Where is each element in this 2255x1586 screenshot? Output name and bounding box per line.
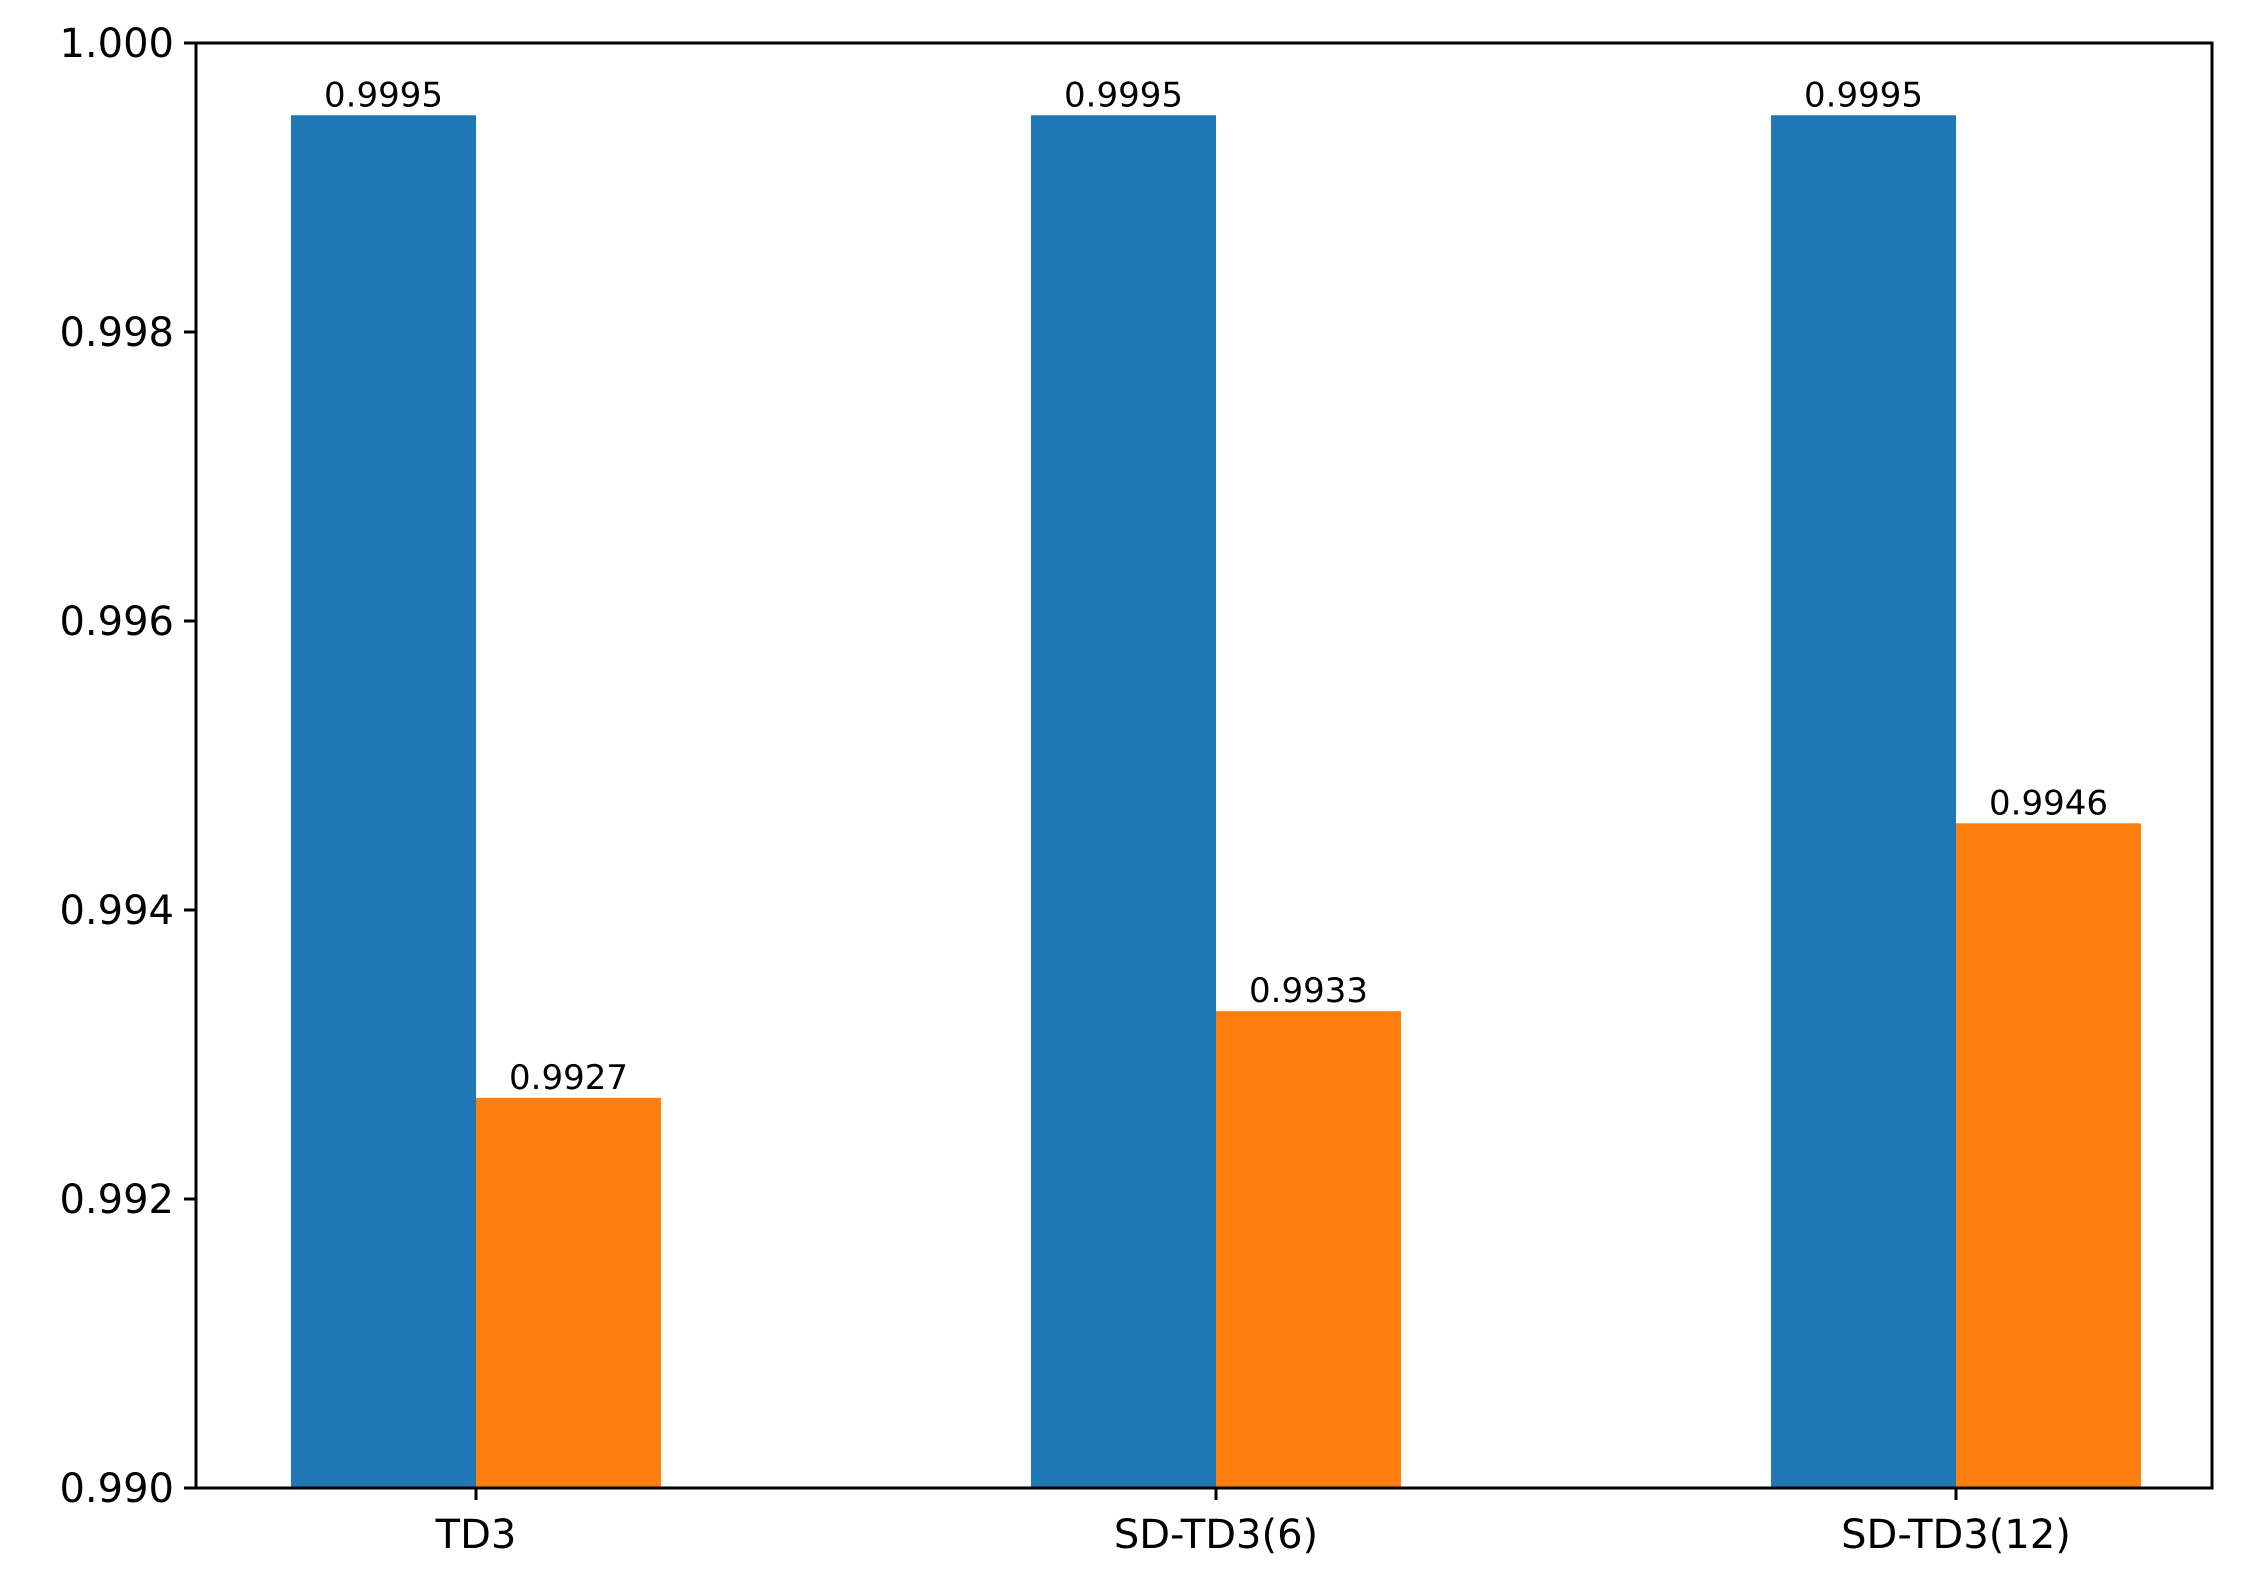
- bar-sd-td3-6--series-1: [1031, 115, 1216, 1488]
- y-tick-label: 0.990: [59, 1466, 174, 1512]
- x-tick-label: SD-TD3(12): [1841, 1512, 2071, 1558]
- bars-layer: [291, 115, 2141, 1488]
- data-label-sd-td3-6--series-1: 0.9995: [1064, 75, 1183, 115]
- y-tick-label: 0.998: [59, 310, 174, 356]
- x-tick-label: TD3: [435, 1512, 517, 1558]
- data-label-sd-td3-12--series-1: 0.9995: [1804, 75, 1923, 115]
- data-label-td3-series-2: 0.9927: [509, 1058, 628, 1098]
- data-labels-layer: 0.9995 0.9927 0.9995 0.9933 0.9995 0.9946: [324, 75, 2108, 1098]
- x-axis: TD3 SD-TD3(6) SD-TD3(12): [435, 1488, 2071, 1558]
- bar-sd-td3-12--series-1: [1771, 115, 1956, 1488]
- bar-td3-series-2: [476, 1097, 661, 1488]
- y-tick-label: 0.994: [59, 888, 174, 934]
- y-tick-label: 1.000: [59, 21, 174, 67]
- y-axis: 0.990 0.992 0.994 0.996 0.998 1.000: [59, 21, 196, 1512]
- bar-sd-td3-6--series-2: [1216, 1011, 1401, 1488]
- y-tick-label: 0.992: [59, 1177, 174, 1223]
- x-tick-label: SD-TD3(6): [1114, 1512, 1318, 1558]
- bar-td3-series-1: [291, 115, 476, 1488]
- bar-sd-td3-12--series-2: [1956, 823, 2141, 1488]
- data-label-sd-td3-12--series-2: 0.9946: [1989, 783, 2108, 823]
- data-label-sd-td3-6--series-2: 0.9933: [1249, 971, 1368, 1011]
- y-tick-label: 0.996: [59, 599, 174, 645]
- data-label-td3-series-1: 0.9995: [324, 75, 443, 115]
- plot-frame: [194, 41, 2214, 1490]
